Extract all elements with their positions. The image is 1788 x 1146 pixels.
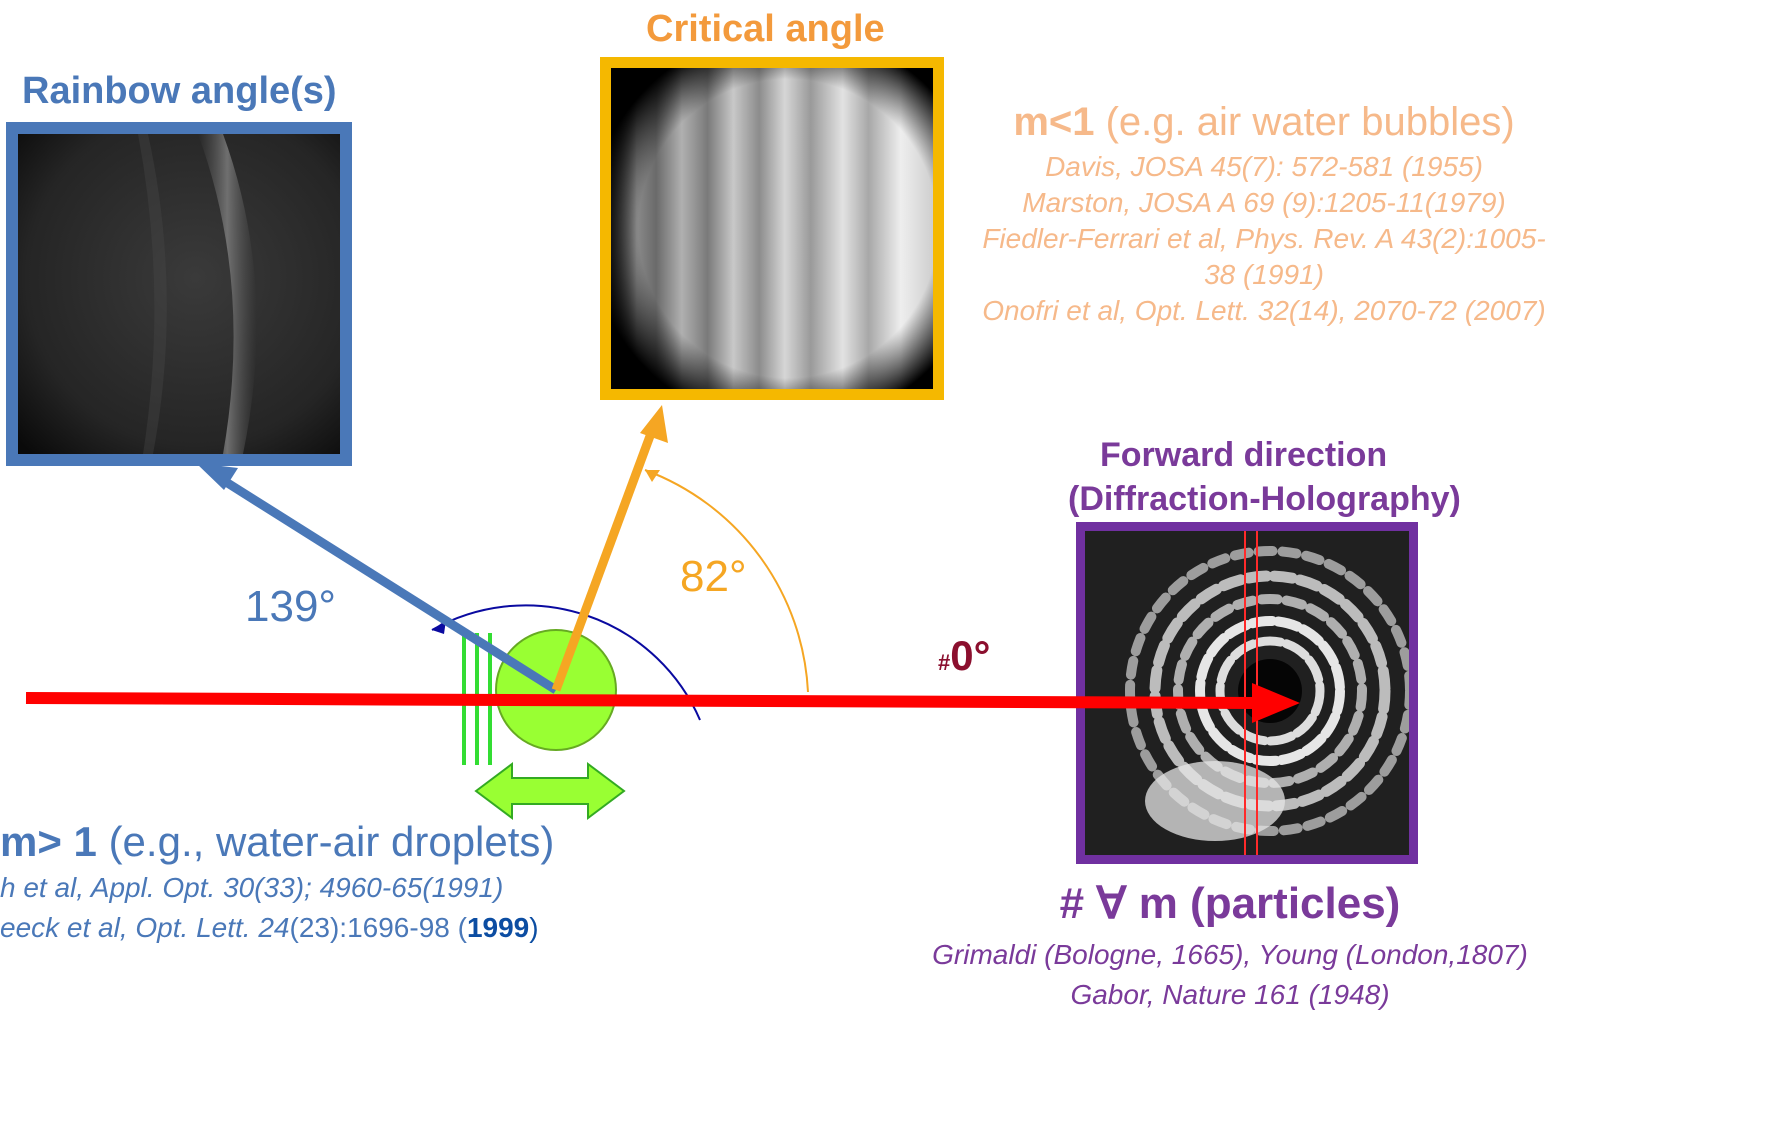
size-double-arrow (474, 762, 626, 820)
bubbles-ref: Davis, JOSA 45(7): 572-581 (1955) (1045, 151, 1483, 182)
critical-angle-label: 82° (680, 552, 747, 601)
forward-direction-title: Forward direction (1100, 436, 1388, 474)
bubbles-heading: m<1 (e.g. air water bubbles) (1013, 100, 1515, 144)
droplets-heading: m> 1 (e.g., water-air droplets) (0, 818, 555, 865)
particles-ref: Gabor, Nature 161 (1948) (1070, 979, 1390, 1010)
bubbles-info: m<1 (e.g. air water bubbles) Davis, JOSA… (960, 100, 1568, 329)
particles-ref: Grimaldi (Bologne, 1665), Young (London,… (932, 939, 1528, 970)
rainbow-angle-label: 139° (245, 582, 337, 631)
forward-angle-label: #0° (938, 632, 991, 679)
droplets-ref: h et al, Appl. Opt. 30(33); 4960-65(1991… (0, 872, 504, 903)
incident-beam (25, 692, 1257, 709)
particles-heading: # ∀ m (particles) (1059, 879, 1401, 928)
rainbow-ray (223, 478, 559, 694)
critical-angle-arc (644, 469, 809, 693)
forward-direction-subtitle: (Diffraction-Holography) (1068, 480, 1461, 518)
droplets-ref: eeck et al, Opt. Lett. 24(23):1696-98 (1… (0, 912, 539, 943)
bubbles-ref: Marston, JOSA A 69 (9):1205-11(1979) (1022, 187, 1506, 218)
forward-arrowhead (1252, 683, 1300, 723)
critical-pattern-image (600, 57, 944, 400)
diffraction-hologram-image (1076, 522, 1418, 864)
particles-info: # ∀ m (particles) Grimaldi (Bologne, 166… (880, 878, 1580, 1015)
bubbles-ref: Onofri et al, Opt. Lett. 32(14), 2070-72… (982, 295, 1546, 326)
critical-angle-title: Critical angle (646, 8, 885, 50)
bubbles-ref: Fiedler-Ferrari et al, Phys. Rev. A 43(2… (982, 223, 1546, 254)
critical-ray (551, 434, 655, 692)
bubbles-ref: 38 (1991) (1204, 259, 1324, 290)
rainbow-pattern-image (6, 122, 352, 466)
rainbow-angle-title: Rainbow angle(s) (22, 70, 337, 112)
